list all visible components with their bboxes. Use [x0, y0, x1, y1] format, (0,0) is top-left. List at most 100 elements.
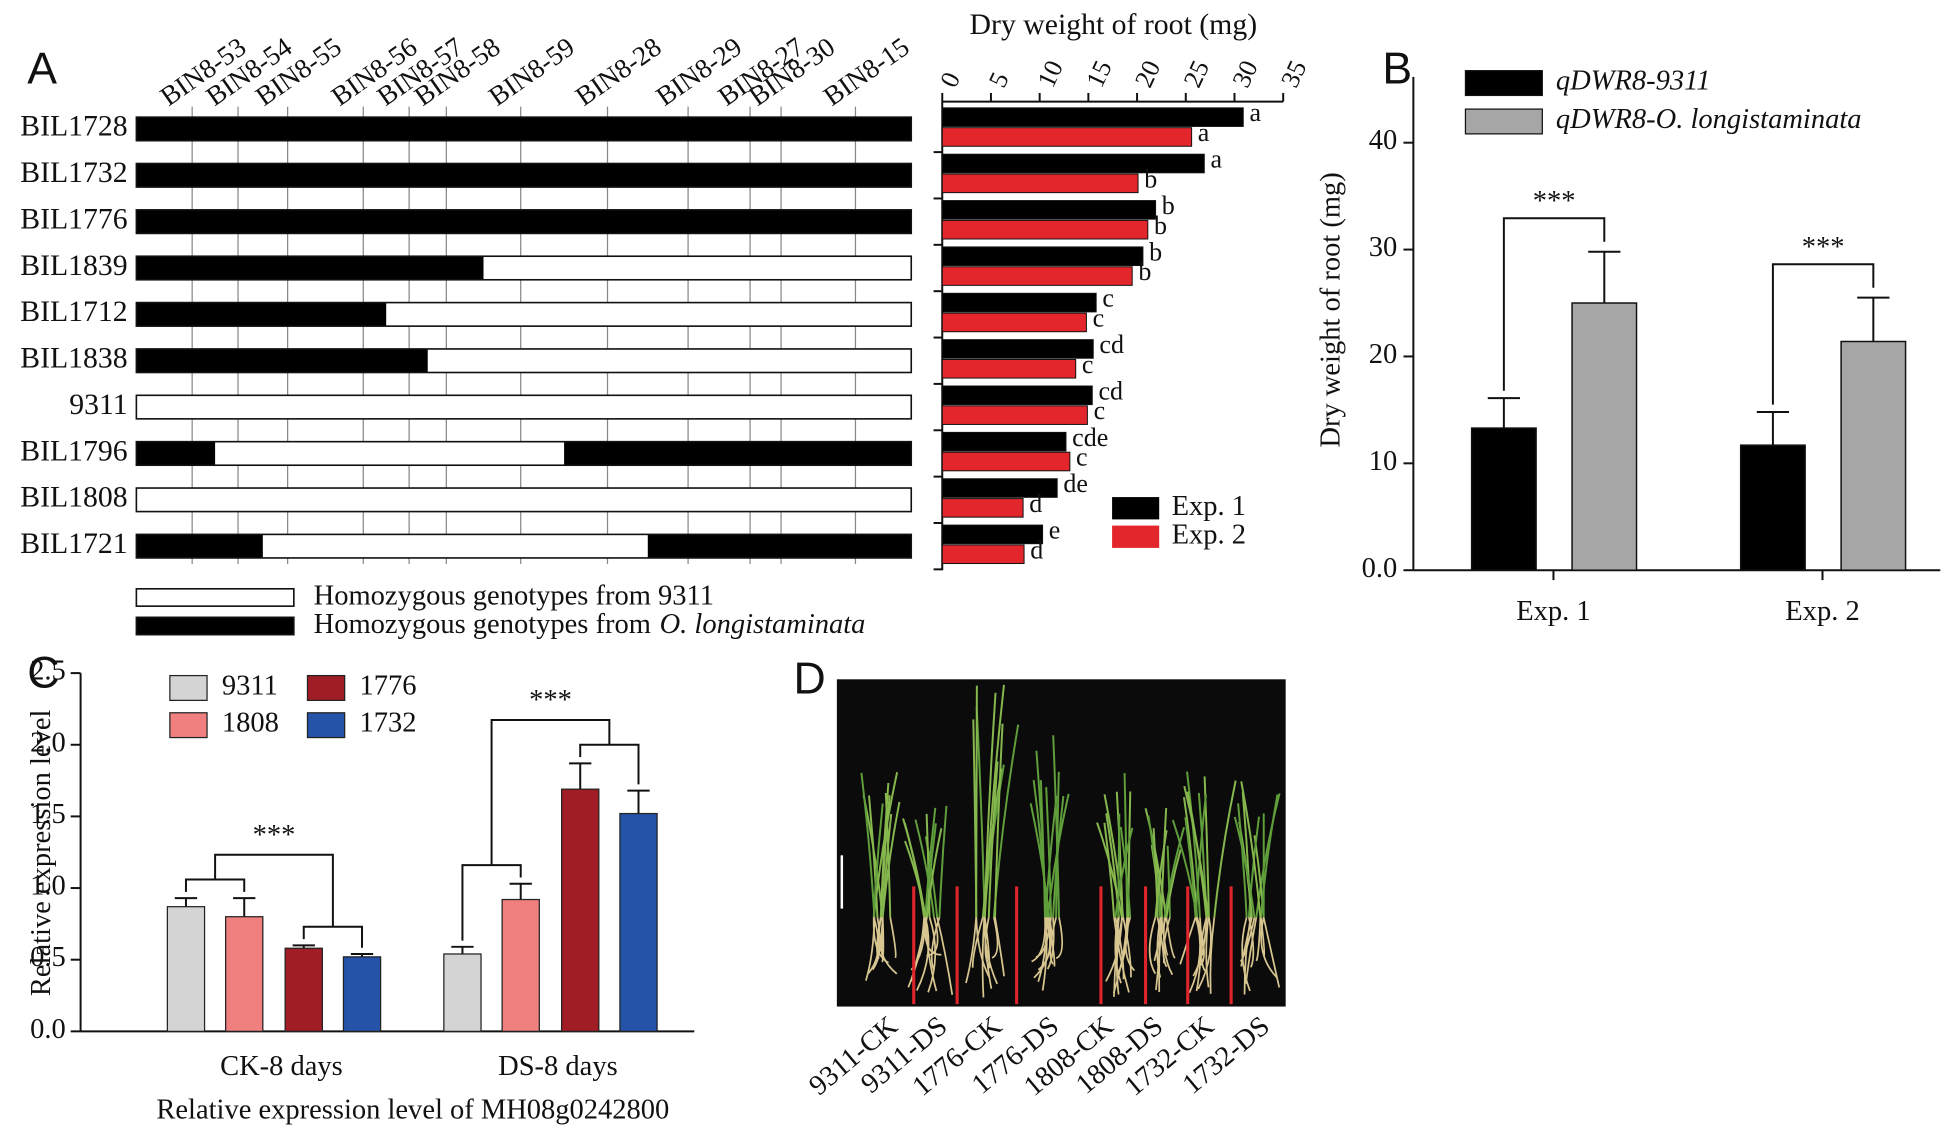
genotype-cell [818, 348, 912, 373]
genotype-cell [719, 348, 767, 373]
significance-letter: d [1029, 489, 1042, 518]
genotype-cell [262, 117, 326, 141]
marker-label: BIN8-15 [818, 32, 915, 112]
plant-root [975, 917, 991, 978]
genotype-cell [215, 488, 264, 512]
significance-bracket [214, 853, 334, 927]
y-tick-label: 1.0 [30, 871, 66, 902]
genotype-cell [136, 348, 216, 373]
plant-root [1114, 917, 1125, 980]
genotype-cell [427, 209, 485, 234]
x-tick-label: Exp. 1 [1516, 596, 1590, 627]
genotype-cell [325, 534, 387, 558]
bar [941, 385, 1093, 406]
row-outline [135, 440, 913, 467]
genotype-cell [719, 488, 767, 512]
plant-root [927, 917, 937, 993]
plant-shoot [1103, 822, 1116, 918]
plant-root [1165, 917, 1176, 959]
plant-root [1192, 917, 1208, 977]
genotype-cell [765, 117, 819, 141]
row-label: BIL1728 [20, 110, 127, 143]
row-label: BIL1721 [20, 527, 127, 560]
significance-label: *** [529, 685, 572, 716]
plant-shoot [1029, 803, 1051, 918]
plant-shoot [983, 692, 997, 918]
y-tick-label: 2.5 [30, 656, 66, 687]
plant-shoot [903, 822, 926, 918]
genotype-cell [719, 534, 767, 558]
genotype-cell [765, 395, 819, 419]
genotype-cell [386, 256, 429, 280]
bar [941, 127, 1193, 147]
legend-swatch [306, 712, 346, 739]
x-tick-label: DS-8 days [498, 1051, 618, 1082]
row-label: BIL1839 [20, 249, 127, 282]
plant-shoot [1203, 776, 1210, 918]
genotype-cell [765, 534, 819, 558]
genotype-cell [386, 163, 429, 188]
genotype-cell [136, 209, 216, 234]
plant-shoot [925, 828, 943, 918]
plant-shoot [1166, 845, 1171, 918]
legend-label: Exp. 1 [1172, 491, 1246, 522]
genotype-cell [215, 117, 264, 141]
genotype-cell [386, 209, 429, 234]
genotype-cell [719, 395, 767, 419]
row-label: BIL1838 [20, 342, 127, 375]
genotype-cell [325, 395, 387, 419]
genotype-cell [386, 348, 429, 373]
plant-root [994, 917, 1005, 977]
significance-bracket [1771, 263, 1875, 405]
row-outline [135, 255, 913, 281]
panel-label: A [27, 45, 57, 94]
genotype-cell [719, 441, 767, 466]
row-label: 9311 [69, 388, 127, 421]
plant-shoot [987, 761, 999, 918]
genotype-cell [564, 302, 649, 327]
bar [166, 906, 206, 1032]
plant-root [1197, 917, 1212, 990]
legend-swatch [306, 674, 346, 701]
y-tick-label: 0.0 [1362, 553, 1398, 584]
genotype-cell [564, 209, 649, 234]
plant-shoot [1123, 773, 1129, 918]
genotype-cell [262, 209, 326, 234]
bar [941, 405, 1088, 425]
significance-bracket [490, 719, 611, 866]
significance-letter: a [1210, 145, 1222, 174]
genotype-cell [647, 348, 720, 373]
bar [941, 153, 1205, 174]
genotype-cell [325, 441, 387, 466]
genotype-cell [386, 441, 429, 466]
panel-label: C [27, 648, 59, 697]
plant-shoot [1237, 803, 1248, 918]
genotype-cell [325, 209, 387, 234]
genotype-cell [215, 163, 264, 188]
row-outline [135, 301, 913, 327]
bar [941, 478, 1058, 498]
genotype-cell [765, 256, 819, 280]
genotype-cell [262, 302, 326, 327]
genotype-cell [136, 117, 216, 141]
x-axis-title: Dry weight of root (mg) [970, 8, 1258, 41]
row-label: BIL1808 [20, 481, 127, 514]
x-tick-label: 25 [1178, 56, 1215, 92]
plant-root [981, 917, 986, 998]
genotype-cell [765, 441, 819, 466]
y-tick-label: 20 [1369, 339, 1398, 370]
genotype-cell [262, 395, 326, 419]
genotype-cell [427, 348, 485, 373]
genotype-cell [386, 488, 429, 512]
significance-letter: e [1049, 516, 1061, 545]
plant-shoot [1183, 785, 1210, 918]
significance-letter: cd [1099, 330, 1124, 359]
y-axis-title: Dry weight of root (mg) [1315, 172, 1346, 447]
genotype-cell [765, 302, 819, 327]
significance-bracket [579, 743, 640, 785]
significance-label: *** [253, 820, 296, 851]
genotype-cell [564, 117, 649, 141]
plant-root [1031, 917, 1046, 963]
significance-letter: d [1030, 535, 1043, 564]
